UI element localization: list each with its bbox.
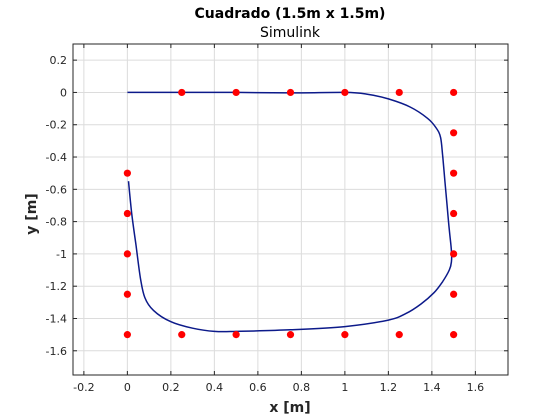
waypoint-marker (178, 331, 185, 338)
waypoint-marker (287, 89, 294, 96)
y-tick-label: -0.2 (46, 119, 67, 132)
waypoint-marker (450, 89, 457, 96)
waypoint-marker (124, 170, 131, 177)
x-tick-label: 0.2 (162, 381, 180, 394)
waypoint-marker (450, 291, 457, 298)
y-axis-label: y [m] (24, 193, 40, 234)
waypoint-marker (341, 331, 348, 338)
waypoint-marker (450, 170, 457, 177)
y-tick-label: -0.6 (46, 183, 67, 196)
y-tick-label: 0.2 (50, 54, 68, 67)
waypoint-marker (233, 331, 240, 338)
x-tick-label: 1.2 (380, 381, 398, 394)
x-tick-label: 1.6 (467, 381, 485, 394)
x-tick-label: 0.6 (249, 381, 267, 394)
waypoint-marker (124, 250, 131, 257)
waypoint-marker (178, 89, 185, 96)
x-axis-label: x [m] (269, 400, 310, 416)
waypoint-marker (450, 129, 457, 136)
waypoint-marker (124, 210, 131, 217)
y-tick-label: -0.4 (46, 151, 67, 164)
y-tick-label: -0.8 (46, 216, 67, 229)
waypoint-marker (287, 331, 294, 338)
waypoint-marker (396, 331, 403, 338)
y-tick-label: -1.6 (46, 345, 67, 358)
chart-subtitle: Simulink (260, 25, 321, 41)
waypoint-marker (450, 331, 457, 338)
waypoint-marker (124, 331, 131, 338)
y-tick-label: -1.2 (46, 280, 67, 293)
waypoint-marker (124, 291, 131, 298)
x-tick-label: 0.8 (293, 381, 311, 394)
x-tick-label: 1.4 (423, 381, 441, 394)
waypoint-marker (450, 250, 457, 257)
x-tick-label: 0 (124, 381, 131, 394)
y-tick-label: -1 (56, 248, 67, 261)
waypoint-marker (233, 89, 240, 96)
waypoint-marker (450, 210, 457, 217)
waypoint-marker (341, 89, 348, 96)
chart-title: Cuadrado (1.5m x 1.5m) (195, 6, 386, 22)
y-tick-label: 0 (60, 86, 67, 99)
x-tick-label: -0.2 (73, 381, 94, 394)
x-tick-label: 1 (341, 381, 348, 394)
y-tick-label: -1.4 (46, 312, 67, 325)
waypoint-marker (396, 89, 403, 96)
x-tick-label: 0.4 (206, 381, 224, 394)
